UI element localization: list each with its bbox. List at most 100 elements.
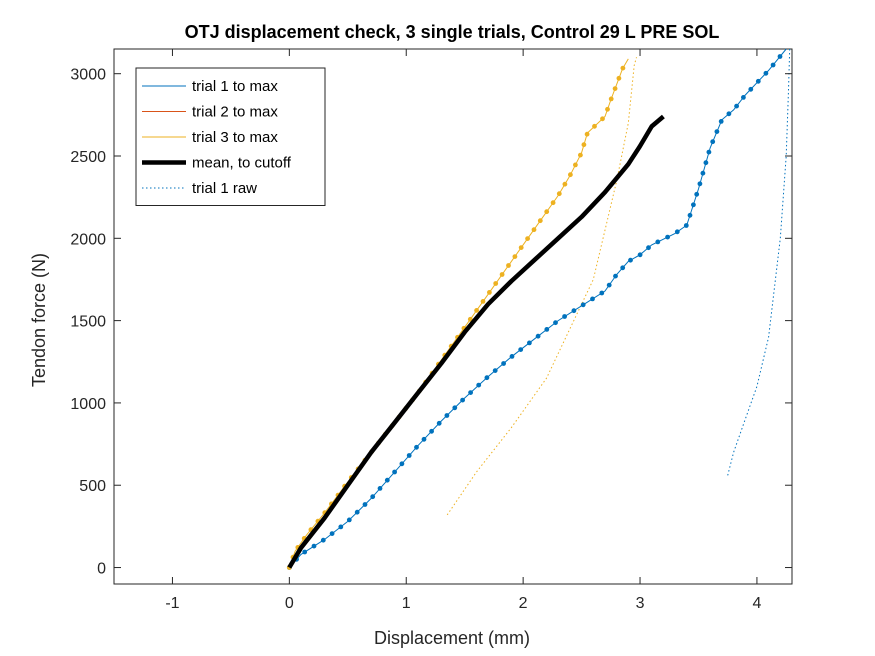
- series-1-marker-41: [620, 265, 626, 271]
- series-1-marker-62: [748, 86, 754, 92]
- series-1-marker-57: [714, 129, 720, 135]
- y-tick-label-3: 1500: [70, 314, 106, 331]
- series-3-marker-46: [578, 152, 583, 158]
- series-1-marker-51: [694, 191, 700, 197]
- legend-label-1: trial 1 to max: [192, 78, 278, 95]
- series-1-marker-15: [406, 453, 412, 458]
- series-1-marker-30: [527, 340, 532, 346]
- tick-layer: -1 0 1 2 3 4 0 500 1000 1500 2000 2500 3000: [70, 49, 792, 612]
- series-3-marker-32: [493, 281, 499, 286]
- series-1-marker-13: [392, 469, 397, 475]
- series-1-marker-18: [429, 428, 434, 434]
- series-3-marker-54: [616, 75, 622, 81]
- series-1-marker-52: [697, 181, 703, 187]
- series-1-marker-42: [628, 257, 633, 263]
- series-3-marker-29: [474, 308, 479, 313]
- series-1-marker-36: [580, 302, 586, 308]
- series-1-marker-66: [777, 54, 783, 59]
- series-1-marker-8: [354, 509, 360, 515]
- series-1-marker-3: [311, 543, 317, 549]
- series-3-marker-37: [525, 236, 530, 242]
- series-1-marker-63: [755, 78, 761, 84]
- series-1-marker-40: [613, 273, 618, 279]
- series-1-marker-58: [718, 119, 724, 124]
- series-1-marker-25: [484, 375, 490, 381]
- series-1-marker-43: [637, 252, 643, 258]
- series-1-marker-37: [590, 296, 595, 302]
- x-axis-label: Displacement (mm): [374, 628, 530, 648]
- series-1-marker-27: [501, 361, 506, 366]
- series-1-marker-28: [509, 354, 515, 359]
- series-1-marker-20: [444, 413, 450, 418]
- series-3-marker-44: [568, 172, 573, 178]
- series-3-marker-53: [612, 86, 618, 91]
- series-1-marker-12: [384, 477, 390, 483]
- series-1-marker-61: [741, 95, 746, 100]
- y-tick-label-0: 0: [97, 561, 106, 578]
- series-3-marker-49: [592, 123, 597, 129]
- legend-label-4: mean, to cutoff: [192, 155, 292, 172]
- series-3-marker-30: [480, 299, 486, 304]
- series-5-line: [727, 48, 791, 476]
- series-1-marker-33: [553, 320, 558, 326]
- series-1-marker-55: [706, 149, 712, 155]
- legend: trial 1 to max trial 2 to max trial 3 to m…: [135, 67, 326, 206]
- series-1-marker-32: [544, 327, 550, 332]
- series-1-marker-7: [346, 517, 352, 523]
- series-1-marker-44: [646, 245, 651, 251]
- series-3-marker-35: [512, 254, 518, 259]
- series-1-marker-34: [562, 314, 567, 319]
- x-tick-label-1: 0: [285, 595, 294, 612]
- y-tick-label-2: 1000: [70, 396, 106, 413]
- series-1-marker-64: [763, 70, 769, 76]
- y-tick-label-5: 2500: [70, 149, 106, 166]
- series-1-marker-29: [518, 347, 524, 352]
- series-1-marker-65: [770, 62, 776, 68]
- y-tick-label-1: 500: [79, 478, 106, 495]
- series-3-marker-40: [544, 209, 550, 215]
- series-1-marker-24: [476, 382, 482, 388]
- series-3-marker-48: [584, 131, 590, 137]
- series-3-marker-52: [608, 96, 614, 102]
- series-1-marker-31: [535, 333, 541, 339]
- series-1-marker-50: [691, 202, 696, 208]
- data-layer: [286, 48, 791, 570]
- series-3-marker-34: [506, 263, 511, 268]
- series-1-marker-17: [421, 436, 427, 442]
- x-tick-label-2: 1: [402, 595, 411, 612]
- series-1-marker-45: [655, 239, 661, 245]
- series-1-marker-54: [703, 160, 709, 166]
- series-1-marker-47: [674, 229, 680, 235]
- series-3-marker-33: [499, 272, 505, 277]
- series-1-marker-2: [302, 549, 308, 555]
- series-1-marker-22: [460, 397, 465, 403]
- series-3-marker-39: [537, 218, 543, 224]
- series-3-marker-42: [556, 191, 562, 197]
- series-3-marker-51: [605, 106, 610, 112]
- series-1-marker-9: [362, 502, 368, 507]
- series-1-marker-60: [734, 103, 739, 109]
- series-3-marker-43: [562, 181, 568, 187]
- x-tick-label-3: 2: [519, 595, 528, 612]
- series-1-marker-48: [683, 223, 689, 228]
- legend-label-5: trial 1 raw: [192, 180, 257, 197]
- series-3-marker-41: [550, 200, 556, 206]
- legend-label-2: trial 2 to max: [192, 104, 278, 121]
- series-3-marker-50: [600, 116, 605, 122]
- series-1-marker-11: [377, 486, 383, 491]
- legend-label-3: trial 3 to max: [192, 129, 278, 146]
- x-tick-label-5: 4: [752, 595, 761, 612]
- series-4-line: [287, 114, 665, 569]
- series-1-marker-19: [436, 420, 442, 426]
- series-3-marker-38: [531, 227, 537, 233]
- y-tick-label-4: 2000: [70, 231, 106, 248]
- chart-title: OTJ displacement check, 3 single trials,…: [185, 22, 720, 42]
- series-1-marker-16: [414, 444, 419, 450]
- series-1-marker-23: [468, 390, 473, 395]
- series-1-marker-6: [338, 524, 344, 530]
- y-axis-label: Tendon force (N): [29, 253, 49, 387]
- series-1-marker-26: [492, 368, 498, 373]
- series-1-marker-35: [571, 308, 577, 314]
- y-tick-label-6: 3000: [70, 67, 106, 84]
